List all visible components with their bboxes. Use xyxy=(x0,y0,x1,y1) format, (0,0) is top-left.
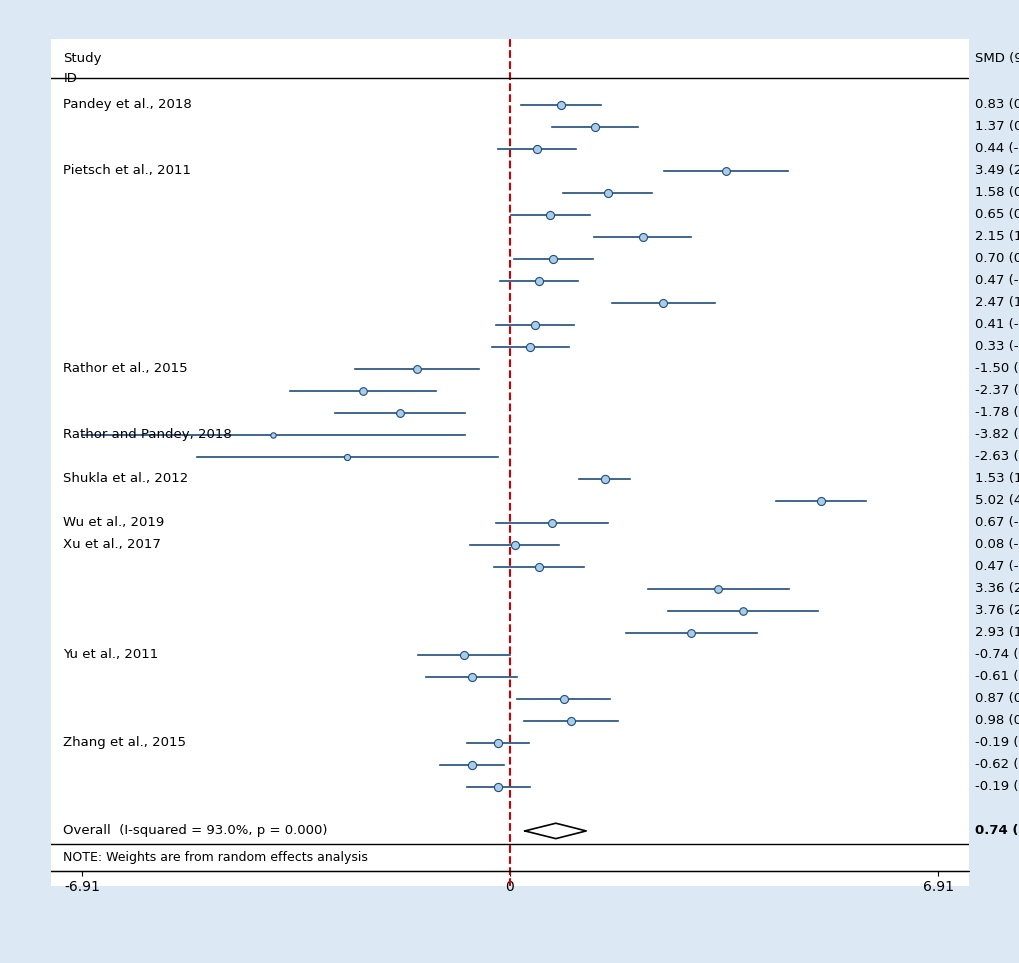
Text: Pietsch et al., 2011: Pietsch et al., 2011 xyxy=(63,164,192,177)
Text: Xu et al., 2017: Xu et al., 2017 xyxy=(63,538,161,551)
Text: -0.19 (-0.69, 0.32): -0.19 (-0.69, 0.32) xyxy=(974,780,1019,794)
Text: 3.49 (2.49, 4.49): 3.49 (2.49, 4.49) xyxy=(974,164,1019,177)
Text: 0.33 (-0.29, 0.96): 0.33 (-0.29, 0.96) xyxy=(974,340,1019,353)
Text: 0.65 (0.02, 1.29): 0.65 (0.02, 1.29) xyxy=(974,208,1019,221)
Text: -2.37 (-3.55, -1.20): -2.37 (-3.55, -1.20) xyxy=(974,384,1019,397)
Text: -1.50 (-2.51, -0.50): -1.50 (-2.51, -0.50) xyxy=(974,362,1019,376)
Text: 0.70 (0.06, 1.34): 0.70 (0.06, 1.34) xyxy=(974,252,1019,265)
Text: 5.02 (4.29, 5.75): 5.02 (4.29, 5.75) xyxy=(974,494,1019,508)
Text: -0.62 (-1.13, -0.10): -0.62 (-1.13, -0.10) xyxy=(974,759,1019,771)
Text: -0.19 (-0.70, 0.31): -0.19 (-0.70, 0.31) xyxy=(974,737,1019,749)
Text: -0.74 (-1.49, -0.00): -0.74 (-1.49, -0.00) xyxy=(974,648,1019,662)
Text: Overall  (I-squared = 93.0%, p = 0.000): Overall (I-squared = 93.0%, p = 0.000) xyxy=(63,824,327,838)
Text: 0.98 (0.22, 1.74): 0.98 (0.22, 1.74) xyxy=(974,715,1019,727)
Text: -1.78 (-2.83, -0.73): -1.78 (-2.83, -0.73) xyxy=(974,406,1019,419)
Text: -3.82 (-6.91, -0.73): -3.82 (-6.91, -0.73) xyxy=(974,429,1019,441)
Text: 2.15 (1.36, 2.93): 2.15 (1.36, 2.93) xyxy=(974,230,1019,243)
Text: Rathor and Pandey, 2018: Rathor and Pandey, 2018 xyxy=(63,429,232,441)
Text: NOTE: Weights are from random effects analysis: NOTE: Weights are from random effects an… xyxy=(63,851,368,864)
Text: 3.36 (2.23, 4.50): 3.36 (2.23, 4.50) xyxy=(974,583,1019,595)
Text: 0.08 (-0.64, 0.79): 0.08 (-0.64, 0.79) xyxy=(974,538,1019,551)
Text: 1.58 (0.86, 2.29): 1.58 (0.86, 2.29) xyxy=(974,186,1019,199)
Text: 2.93 (1.88, 3.98): 2.93 (1.88, 3.98) xyxy=(974,626,1019,639)
Text: 2.47 (1.64, 3.31): 2.47 (1.64, 3.31) xyxy=(974,297,1019,309)
Text: 1.53 (1.12, 1.94): 1.53 (1.12, 1.94) xyxy=(974,472,1019,485)
Text: Rathor et al., 2015: Rathor et al., 2015 xyxy=(63,362,187,376)
Text: -2.63 (-5.05, -0.20): -2.63 (-5.05, -0.20) xyxy=(974,451,1019,463)
Polygon shape xyxy=(525,823,586,839)
Text: Wu et al., 2019: Wu et al., 2019 xyxy=(63,516,164,530)
Text: Shukla et al., 2012: Shukla et al., 2012 xyxy=(63,472,189,485)
Text: Pandey et al., 2018: Pandey et al., 2018 xyxy=(63,98,192,111)
Text: Yu et al., 2011: Yu et al., 2011 xyxy=(63,648,159,662)
Text: 0.67 (-0.23, 1.58): 0.67 (-0.23, 1.58) xyxy=(974,516,1019,530)
Text: 0.87 (0.12, 1.62): 0.87 (0.12, 1.62) xyxy=(974,692,1019,705)
Text: 0.47 (-0.16, 1.10): 0.47 (-0.16, 1.10) xyxy=(974,274,1019,287)
Text: 1.37 (0.67, 2.06): 1.37 (0.67, 2.06) xyxy=(974,120,1019,133)
Text: 0.74 (0.24, 1.23): 0.74 (0.24, 1.23) xyxy=(974,824,1019,838)
Text: ID: ID xyxy=(63,72,77,85)
Text: Study: Study xyxy=(63,52,102,65)
Text: 3.76 (2.55, 4.98): 3.76 (2.55, 4.98) xyxy=(974,605,1019,617)
Text: -0.61 (-1.35, 0.12): -0.61 (-1.35, 0.12) xyxy=(974,670,1019,684)
Text: 0.41 (-0.22, 1.04): 0.41 (-0.22, 1.04) xyxy=(974,318,1019,331)
Text: 0.44 (-0.19, 1.07): 0.44 (-0.19, 1.07) xyxy=(974,143,1019,155)
Text: SMD (95% CI): SMD (95% CI) xyxy=(974,52,1019,65)
Text: Zhang et al., 2015: Zhang et al., 2015 xyxy=(63,737,186,749)
Text: 0.47 (-0.26, 1.19): 0.47 (-0.26, 1.19) xyxy=(974,560,1019,573)
Text: 0.83 (0.18, 1.47): 0.83 (0.18, 1.47) xyxy=(974,98,1019,111)
